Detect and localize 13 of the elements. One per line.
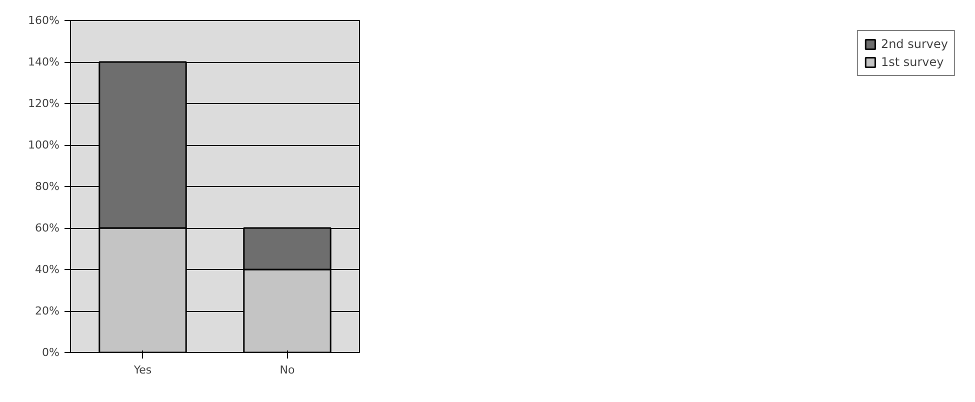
y-tick-label: 140% [28,56,60,68]
y-tick-label: 0% [42,346,60,359]
legend-label: 1st survey [880,55,944,69]
x-tick-label: No [280,364,295,376]
y-tick-label: 100% [28,138,60,152]
y-tick-label: 120% [28,97,60,110]
x-tick-label: Yes [132,364,152,376]
y-tick-label: 60% [35,222,60,234]
y-tick-label: 80% [35,180,60,193]
legend-label: 2nd survey [880,37,948,51]
y-tick-label: 40% [35,263,60,276]
y-tick-label: 20% [35,304,60,318]
y-tick-label: 160% [28,14,60,27]
